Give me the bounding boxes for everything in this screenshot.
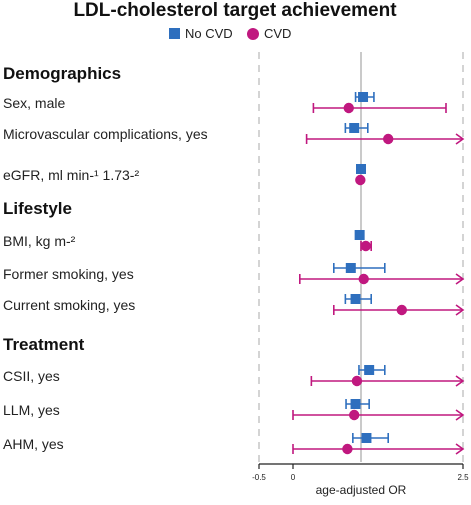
x-axis: age-adjusted OR -0.5 0 2.5	[252, 463, 469, 497]
no-cvd-point	[349, 123, 360, 133]
cvd-point	[358, 273, 369, 285]
legend-label-no-cvd: No CVD	[185, 26, 233, 41]
row-label: eGFR, ml min-¹ 1.73-²	[3, 167, 139, 183]
reference-lines	[258, 52, 464, 462]
no-cvd-point	[358, 92, 369, 102]
no-cvd-point	[354, 230, 365, 240]
row-label: LLM, yes	[3, 402, 60, 418]
row-label: CSII, yes	[3, 368, 60, 384]
cvd-point	[383, 133, 394, 145]
cvd-point	[360, 240, 371, 252]
legend-label-cvd: CVD	[264, 26, 291, 41]
cvd-point	[349, 409, 360, 421]
cvd-ci-arrow	[455, 133, 465, 145]
x-tick-label: 0	[291, 473, 296, 482]
legend-swatch-no-cvd	[169, 28, 180, 39]
cvd-point	[355, 174, 366, 186]
chart-title: LDL-cholesterol target achievement	[73, 0, 397, 21]
row-label: AHM, yes	[3, 436, 64, 452]
cvd-ci-arrow	[455, 304, 465, 316]
rows: Demographics Sex, male Microvascular compl…	[3, 64, 465, 455]
no-cvd-point	[364, 365, 375, 375]
cvd-point	[343, 102, 354, 114]
no-cvd-point	[356, 164, 366, 174]
legend: No CVD CVD	[169, 26, 291, 41]
no-cvd-point	[345, 263, 356, 273]
x-tick-label: -0.5	[252, 473, 266, 482]
cvd-ci-arrow	[455, 273, 465, 285]
cvd-point	[351, 375, 363, 387]
cvd-point	[396, 304, 407, 316]
cvd-ci-arrow	[455, 443, 465, 455]
no-cvd-point	[361, 433, 372, 443]
row-label: Sex, male	[3, 95, 65, 111]
section-header: Treatment	[3, 335, 85, 354]
section-header: Lifestyle	[3, 199, 72, 218]
section-header: Demographics	[3, 64, 121, 83]
cvd-ci-arrow	[455, 375, 465, 387]
x-tick-label: 2.5	[457, 473, 469, 482]
row-label: Microvascular complications, yes	[3, 126, 208, 142]
x-axis-label: age-adjusted OR	[316, 483, 407, 497]
no-cvd-point	[350, 294, 361, 304]
row-label: BMI, kg m-²	[3, 233, 76, 249]
row-label: Current smoking, yes	[3, 297, 135, 313]
legend-swatch-cvd	[247, 28, 259, 40]
row-label: Former smoking, yes	[3, 266, 134, 282]
no-cvd-point	[350, 399, 361, 409]
cvd-ci-arrow	[455, 409, 465, 421]
cvd-point	[342, 443, 353, 455]
